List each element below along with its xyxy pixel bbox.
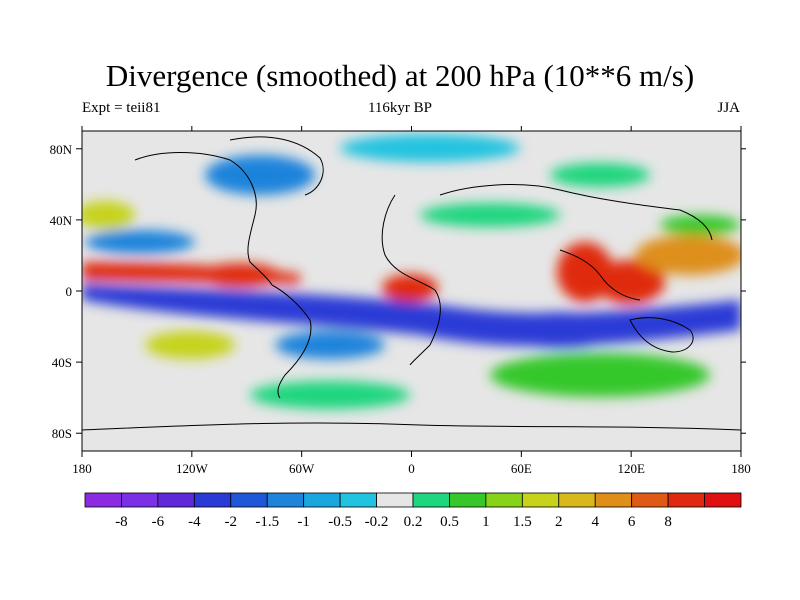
colorbar-swatch (449, 492, 487, 508)
colorbar-swatch (303, 492, 341, 508)
colorbar-swatch (266, 492, 305, 508)
colorbar-swatch (339, 492, 377, 508)
map-title: Divergence (smoothed) at 200 hPa (10**6 … (105, 58, 695, 93)
colorbar-label: -8 (115, 514, 128, 530)
colorbar-label: -2 (225, 514, 238, 530)
x-tick-label: 180 (731, 461, 751, 476)
colorbar-swatch (485, 492, 523, 508)
x-tick-label: 0 (408, 461, 415, 476)
colorbar-swatch (193, 492, 232, 508)
y-axis: 80N 40N 0 40S 80S (50, 142, 746, 441)
colorbar-swatch (84, 492, 122, 508)
south-atlantic-neg (275, 331, 385, 359)
colorbar-swatch (594, 492, 633, 508)
north-pacific-neg (85, 230, 195, 254)
y-tick-label: 40S (52, 355, 72, 370)
contour-field (82, 131, 741, 451)
colorbar-label: -1.5 (255, 514, 279, 530)
colorbar-label: 8 (664, 514, 672, 530)
south-pacific-pos (145, 331, 235, 359)
south-indian-neg (500, 312, 620, 348)
maritime-continent-max (595, 260, 665, 304)
southern-ocean-pos (490, 353, 710, 397)
colorbar-swatch (376, 492, 414, 508)
antarctic-pos (250, 381, 410, 409)
colorbar-label: 0.2 (404, 514, 423, 530)
x-tick-label: 60E (511, 461, 532, 476)
colorbar-swatch (667, 492, 705, 508)
eurasia-pos (420, 203, 560, 227)
y-tick-label: 40N (50, 213, 73, 228)
colorbar-label: 6 (628, 514, 636, 530)
y-tick-label: 80N (50, 142, 73, 157)
colorbar-swatch (230, 492, 268, 508)
central-america-max (200, 263, 280, 287)
colorbar-swatch (157, 492, 195, 508)
colorbar-label: -0.2 (365, 514, 389, 530)
colorbar: -8 -6 -4 -2 -1.5 -1 -0.5 -0.2 0.2 0.5 1 1.5 2 4 6 8 (84, 492, 742, 530)
x-tick-label: 120W (176, 461, 209, 476)
colorbar-swatch (631, 492, 669, 508)
siberia-pos (550, 163, 650, 187)
y-tick-label: 0 (66, 284, 73, 299)
colorbar-label: -6 (152, 514, 165, 530)
x-tick-label: 60W (289, 461, 315, 476)
colorbar-label: 1.5 (513, 514, 532, 530)
colorbar-swatch (521, 492, 560, 508)
colorbar-swatch (412, 492, 450, 508)
colorbar-label: 2 (555, 514, 563, 530)
colorbar-label: 4 (591, 514, 599, 530)
colorbar-swatch (558, 492, 596, 508)
season-label: JJA (717, 100, 740, 116)
north-atlantic-neg (205, 155, 315, 195)
x-axis: 180 120W 60W 0 60E 120E 180 (72, 126, 751, 476)
colorbar-label: -0.5 (328, 514, 352, 530)
colorbar-label: 0.5 (440, 514, 459, 530)
west-pacific-pos (660, 215, 740, 235)
arctic-neg (340, 134, 520, 162)
experiment-label: Expt = teii81 (82, 100, 161, 116)
colorbar-label: -4 (188, 514, 201, 530)
west-pacific-orange (635, 235, 741, 275)
coastlines (82, 136, 741, 431)
x-tick-label: 180 (72, 461, 92, 476)
period-label: 116kyr BP (367, 100, 433, 116)
colorbar-label: 1 (482, 514, 490, 530)
north-pacific-pos (82, 201, 135, 229)
colorbar-label: -1 (297, 514, 310, 530)
south-america-max (382, 274, 438, 302)
colorbar-swatch (121, 492, 159, 508)
x-tick-label: 120E (617, 461, 645, 476)
y-tick-label: 80S (52, 426, 72, 441)
colorbar-swatch (704, 492, 742, 508)
